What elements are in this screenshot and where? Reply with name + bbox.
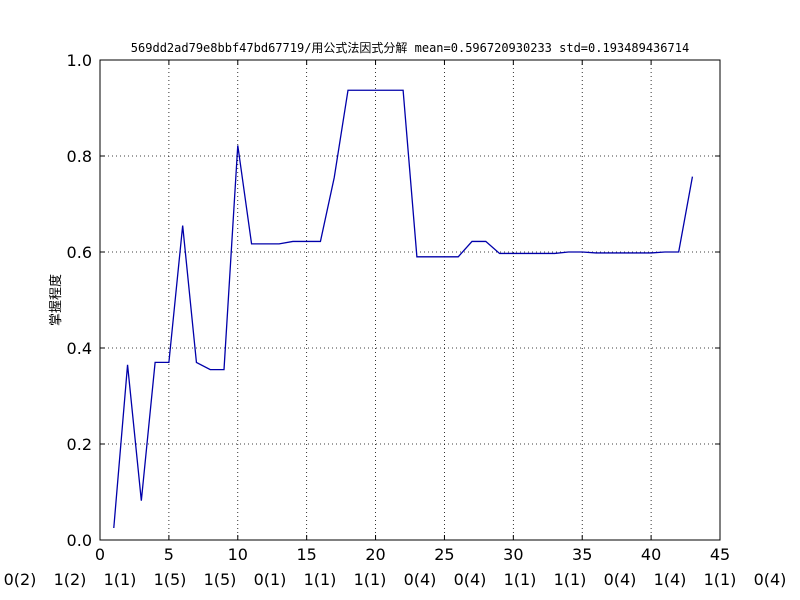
y-tick-label: 0.4	[67, 339, 92, 358]
y-axis-label: 掌握程度	[48, 274, 64, 326]
bottom-label: 0(1)	[254, 570, 287, 589]
x-tick-label: 15	[296, 545, 316, 564]
y-tick-label: 1.0	[67, 51, 92, 70]
bottom-label: 0(2)	[4, 570, 37, 589]
grid-lines	[100, 60, 720, 540]
series-group	[113, 89, 694, 529]
x-tick-label: 45	[710, 545, 730, 564]
bottom-label: 1(2)	[54, 570, 87, 589]
bottom-label: 1(1)	[354, 570, 387, 589]
bottom-label: 1(1)	[104, 570, 137, 589]
bottom-label: 0(4)	[754, 570, 787, 589]
plot-frame	[99, 59, 721, 541]
x-tick-label: 40	[641, 545, 661, 564]
x-tick-label: 10	[228, 545, 248, 564]
bottom-label: 1(5)	[154, 570, 187, 589]
bottom-label: 1(5)	[204, 570, 237, 589]
bottom-label: 0(4)	[454, 570, 487, 589]
x-tick-label: 30	[503, 545, 523, 564]
bottom-label: 1(4)	[654, 570, 687, 589]
y-tick-label: 0.8	[67, 147, 92, 166]
y-tick-label: 0.6	[67, 243, 92, 262]
y-tick-label: 0.0	[67, 531, 92, 550]
axis-ticks: 0 5 10 15 20 25 30 35 40 45 0.0 0.2 0.4 0.6 0.8 1.0	[67, 51, 731, 564]
x-tick-label: 20	[365, 545, 385, 564]
bottom-label: 1(1)	[554, 570, 587, 589]
bottom-label: 1(1)	[704, 570, 737, 589]
bottom-label: 0(4)	[604, 570, 637, 589]
bottom-label: 1(1)	[504, 570, 537, 589]
bottom-labels: 0(2) 1(2) 1(1) 1(5) 1(5) 0(1) 1(1) 1(1) 0(4) 0(4)…	[4, 570, 787, 589]
x-tick-label: 5	[164, 545, 174, 564]
bottom-label: 1(1)	[304, 570, 337, 589]
plot-area	[100, 60, 720, 540]
x-tick-label: 25	[434, 545, 454, 564]
y-tick-label: 0.2	[67, 435, 92, 454]
bottom-label: 0(4)	[404, 570, 437, 589]
chart-title: 569dd2ad79e8bbf47bd67719/用公式法因式分解 mean=0…	[131, 41, 689, 55]
x-tick-label: 0	[95, 545, 105, 564]
x-tick-label: 35	[572, 545, 592, 564]
